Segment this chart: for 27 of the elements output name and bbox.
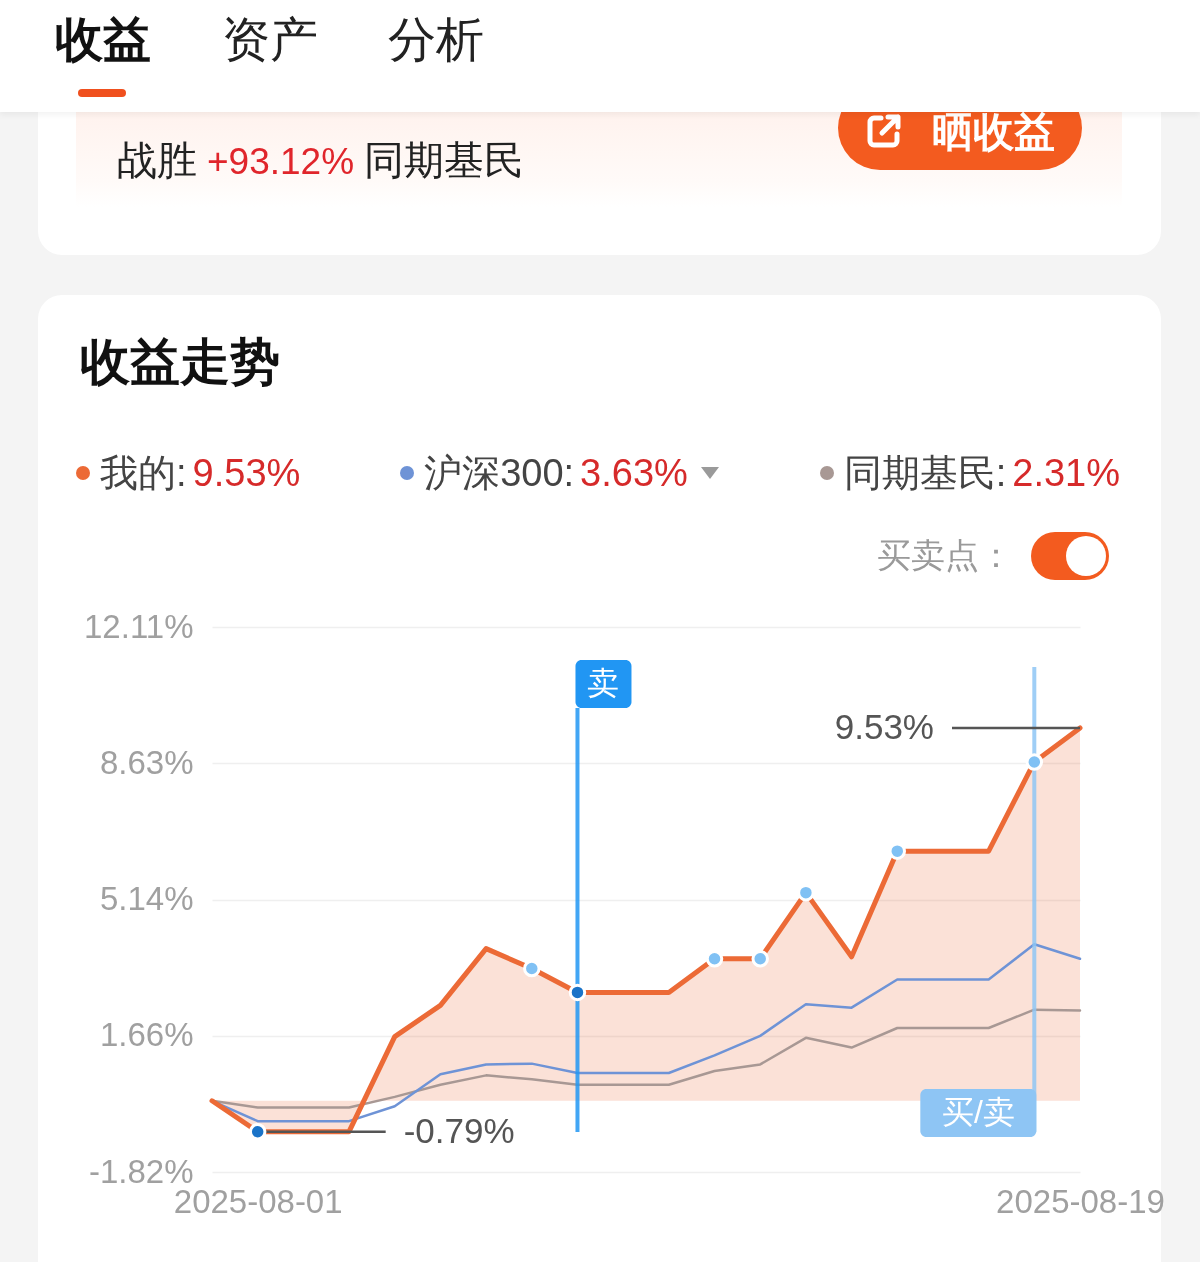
text: 3.63% (580, 451, 688, 496)
text: 资产 (222, 12, 318, 68)
data-label: -0.79% (403, 1110, 515, 1150)
text: 2.31% (1012, 451, 1120, 496)
point (751, 950, 769, 968)
ref-line-label: 买/卖 (941, 1094, 1015, 1130)
y-tick-label: 1.66% (99, 1016, 194, 1054)
y-tick-label: 12.11% (84, 607, 194, 645)
legend-label: 沪深300: (424, 451, 575, 496)
chart-title: 收益走势 (80, 333, 280, 392)
y-tick-label: 5.14% (99, 880, 194, 918)
point (1025, 753, 1044, 771)
text: 9.53% (192, 451, 301, 496)
ref-line-label: 卖 (587, 665, 620, 701)
point (568, 983, 587, 1002)
text: +93.12% (207, 141, 355, 182)
legend-label: 同期基民: (843, 451, 1007, 496)
y-tick-label: 8.63% (99, 743, 194, 781)
x-tick-label: 2025-08-19 (996, 1182, 1165, 1220)
text: 收益 (55, 12, 151, 68)
text: 买卖点： (877, 535, 1013, 576)
text: 分析 (388, 12, 484, 68)
legend-label: 我的: (100, 451, 187, 496)
text: 战胜 (117, 138, 197, 182)
pill-button: 晒收益 (838, 112, 1082, 170)
text: 同期基民 (364, 138, 525, 182)
data-label: 9.53% (834, 706, 934, 746)
